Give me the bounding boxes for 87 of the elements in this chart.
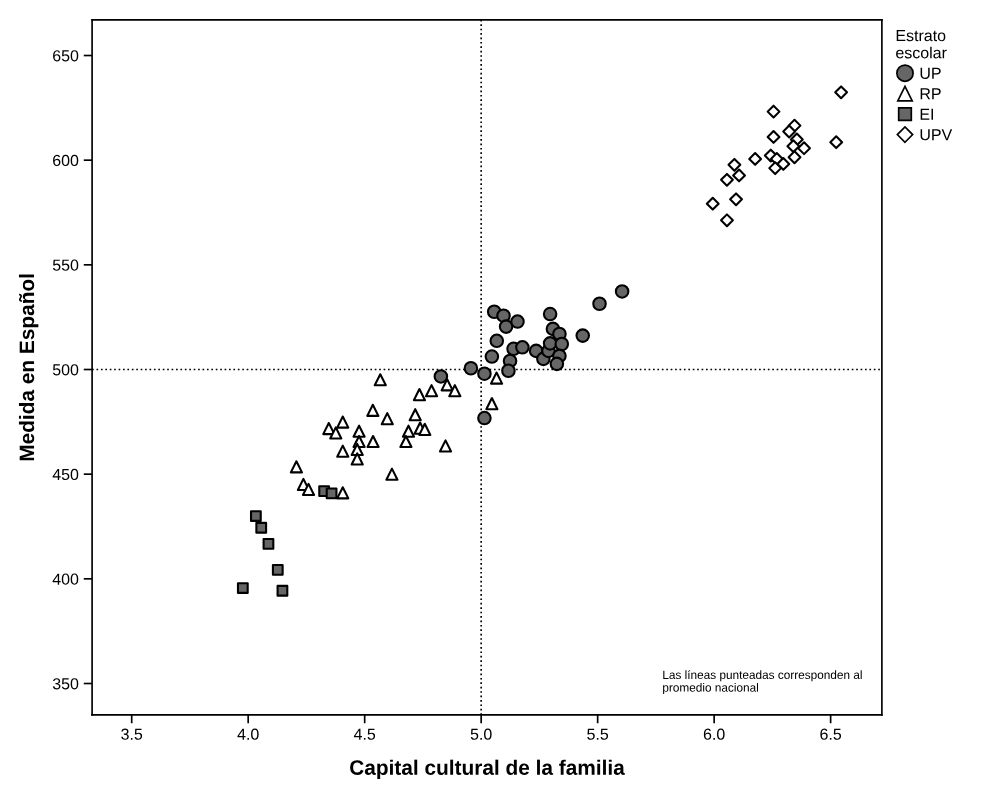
point xyxy=(408,408,422,422)
point xyxy=(732,168,746,183)
point xyxy=(489,371,504,385)
point xyxy=(501,363,516,379)
point xyxy=(614,284,630,299)
point xyxy=(424,384,439,398)
point xyxy=(271,563,284,576)
y-tick-label: 550 xyxy=(52,259,79,271)
point xyxy=(262,537,275,550)
y-tick-label: 500 xyxy=(52,364,79,376)
legend-label: UPV xyxy=(920,129,953,141)
point xyxy=(727,157,742,172)
point xyxy=(366,434,380,449)
point xyxy=(705,196,720,211)
y-tick-label: 600 xyxy=(53,154,79,167)
point xyxy=(448,384,462,398)
point xyxy=(433,369,449,384)
point xyxy=(412,388,427,402)
point xyxy=(399,434,413,449)
point xyxy=(336,486,350,500)
point xyxy=(477,366,492,381)
point xyxy=(352,424,366,438)
point xyxy=(438,439,453,453)
point xyxy=(766,130,781,144)
legend-label: RP xyxy=(920,88,941,100)
point xyxy=(592,296,607,312)
point xyxy=(797,141,811,156)
point xyxy=(255,521,268,534)
point xyxy=(336,415,350,429)
point xyxy=(829,135,844,150)
point xyxy=(289,460,304,474)
legend-title: Estrato escolar xyxy=(896,30,947,59)
point xyxy=(834,85,849,100)
point xyxy=(575,328,591,343)
y-tick-label: 350 xyxy=(52,678,79,690)
y-tick-label: 400 xyxy=(52,573,79,585)
point xyxy=(477,410,492,426)
point xyxy=(748,151,763,166)
x-tick-label: 6.0 xyxy=(703,728,725,740)
point xyxy=(276,584,289,597)
point xyxy=(350,452,364,466)
point xyxy=(729,192,743,207)
point xyxy=(549,356,565,372)
point xyxy=(787,150,802,165)
point xyxy=(485,397,499,411)
point xyxy=(249,510,262,522)
point xyxy=(385,467,399,481)
point xyxy=(498,319,514,334)
point xyxy=(782,124,797,139)
y-tick-label: 650 xyxy=(53,50,79,62)
x-tick-label: 4.5 xyxy=(353,728,376,740)
point xyxy=(542,306,558,322)
x-tick-label: 3.5 xyxy=(121,728,143,740)
point xyxy=(373,373,387,387)
point xyxy=(301,482,316,497)
x-tick-label: 5.5 xyxy=(587,728,609,740)
point xyxy=(380,412,394,426)
y-tick-label: 450 xyxy=(52,468,79,481)
point xyxy=(236,582,249,594)
point xyxy=(542,336,558,351)
x-tick-label: 6.5 xyxy=(820,728,842,740)
x-tick-label: 4.0 xyxy=(237,728,259,740)
x-axis-title: Capital cultural de la familia xyxy=(350,759,625,780)
point xyxy=(418,422,432,436)
point xyxy=(366,403,380,417)
point xyxy=(463,360,479,376)
legend-label: UP xyxy=(920,67,941,79)
point xyxy=(350,442,364,457)
point xyxy=(440,378,454,392)
point xyxy=(322,421,336,436)
point xyxy=(325,487,338,500)
point xyxy=(484,349,500,364)
point xyxy=(489,333,505,349)
legend-label: EI xyxy=(920,108,933,120)
point xyxy=(768,161,783,176)
point xyxy=(554,336,570,352)
point xyxy=(515,340,530,355)
x-tick-label: 5.0 xyxy=(470,728,492,740)
point xyxy=(720,213,734,228)
annotation: Las líneas punteadas corresponden al promedio nacional xyxy=(663,670,862,695)
point xyxy=(401,424,416,438)
point xyxy=(766,104,781,119)
point xyxy=(329,426,343,440)
point xyxy=(336,444,350,458)
point xyxy=(510,314,525,329)
point xyxy=(720,172,734,187)
y-axis-title: Medida en Español xyxy=(18,274,39,461)
